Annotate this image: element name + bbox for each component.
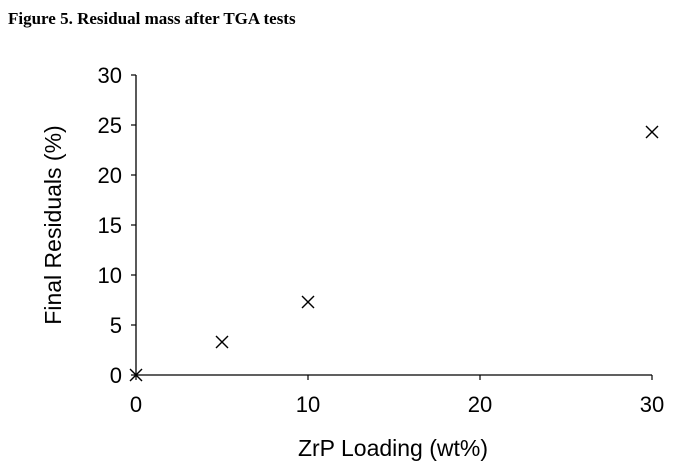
x-tick-label: 20: [468, 392, 492, 417]
chart-axes: [135, 75, 652, 376]
y-tick-label: 5: [110, 313, 122, 338]
x-axis-label: ZrP Loading (wt%): [298, 435, 488, 461]
data-points: [129, 125, 659, 382]
marker-stroke: [645, 125, 659, 139]
data-point-marker: [129, 368, 143, 382]
y-tick-label: 25: [98, 113, 122, 138]
x-tick-label: 0: [130, 392, 142, 417]
data-point-marker: [215, 335, 229, 349]
data-point-marker: [645, 125, 659, 139]
marker-stroke: [215, 335, 229, 349]
x-axis-ticks: 0 10 20 30: [130, 375, 664, 417]
y-tick-label: 15: [98, 213, 122, 238]
marker-stroke: [301, 295, 315, 309]
y-tick-label: 0: [110, 363, 122, 388]
y-tick-label: 10: [98, 263, 122, 288]
x-tick-label: 30: [640, 392, 664, 417]
marker-stroke: [129, 368, 143, 382]
y-tick-label: 20: [98, 163, 122, 188]
figure-caption: Figure 5. Residual mass after TGA tests: [8, 9, 296, 28]
data-point-marker: [301, 295, 315, 309]
y-axis-label: Final Residuals (%): [40, 125, 66, 324]
y-tick-label: 30: [98, 63, 122, 88]
x-tick-label: 10: [296, 392, 320, 417]
y-axis-ticks: 0 5 10 15 20 25 30: [98, 63, 136, 388]
